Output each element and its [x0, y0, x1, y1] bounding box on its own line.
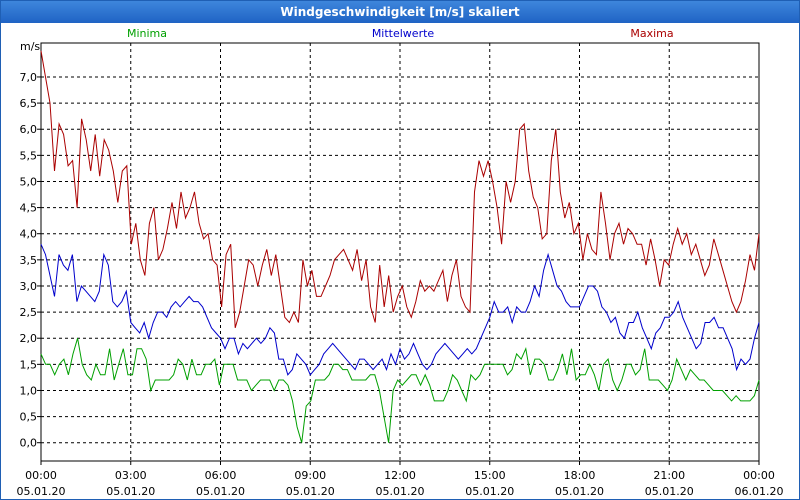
y-tick-label: 3,0: [20, 280, 38, 293]
y-tick-label: 1,0: [20, 384, 38, 397]
x-tick-time: 21:00: [653, 469, 685, 482]
x-tick-time: 00:00: [25, 469, 57, 482]
x-tick-time: 15:00: [474, 469, 506, 482]
x-tick-date: 06.01.20: [735, 485, 784, 498]
x-tick-date: 05.01.20: [465, 485, 514, 498]
y-tick-label: 6,5: [20, 97, 38, 110]
legend-minima: Minima: [127, 27, 167, 40]
x-tick-labels: 00:00 05.01.20 03:00 05.01.20 06:00 05.01.20 0…: [17, 469, 784, 498]
x-tick-time: 00:00: [743, 469, 775, 482]
y-tick-label: 0,0: [20, 437, 38, 450]
legend-mittelwerte: Mittelwerte: [372, 27, 435, 40]
x-tick-date: 05.01.20: [376, 485, 425, 498]
grid: [37, 43, 760, 465]
x-tick-time: 09:00: [294, 469, 326, 482]
window-title: Windgeschwindigkeit [m/s] skaliert: [1, 1, 799, 23]
series-line-maxima: [40, 50, 760, 328]
x-tick-date: 05.01.20: [17, 485, 66, 498]
y-tick-label: 0,5: [20, 411, 38, 424]
x-tick-time: 06:00: [205, 469, 237, 482]
y-tick-label: 5,0: [20, 175, 38, 188]
series-lines: [40, 50, 760, 443]
x-tick-time: 03:00: [115, 469, 147, 482]
y-tick-labels: 0,0 0,5 1,0 1,5 2,0 2,5 3,0 3,5 4,0 4,5 5,0 5,5 6,0 6…: [20, 71, 38, 450]
y-tick-label: 4,0: [20, 228, 38, 241]
y-tick-label: 2,5: [20, 306, 38, 319]
plot-area-border: [40, 42, 760, 462]
legend-maxima: Maxima: [630, 27, 673, 40]
y-tick-label: 5,5: [20, 149, 38, 162]
axes: [40, 42, 760, 462]
x-tick-time: 18:00: [564, 469, 596, 482]
y-tick-label: 6,0: [20, 123, 38, 136]
x-tick-time: 12:00: [384, 469, 416, 482]
y-tick-label: 3,5: [20, 254, 38, 267]
y-tick-label: 7,0: [20, 71, 38, 84]
x-tick-date: 05.01.20: [196, 485, 245, 498]
x-tick-date: 05.01.20: [555, 485, 604, 498]
y-tick-label: 2,0: [20, 332, 38, 345]
y-tick-label: 1,5: [20, 358, 38, 371]
x-tick-date: 05.01.20: [286, 485, 335, 498]
y-axis-label: m/s: [20, 40, 40, 53]
legend: Minima Mittelwerte Maxima: [127, 27, 674, 40]
x-tick-date: 05.01.20: [645, 485, 694, 498]
series-line-mittelwerte: [40, 244, 760, 376]
y-tick-label: 4,5: [20, 202, 38, 215]
x-tick-date: 05.01.20: [106, 485, 155, 498]
series-line-minima: [40, 338, 760, 443]
